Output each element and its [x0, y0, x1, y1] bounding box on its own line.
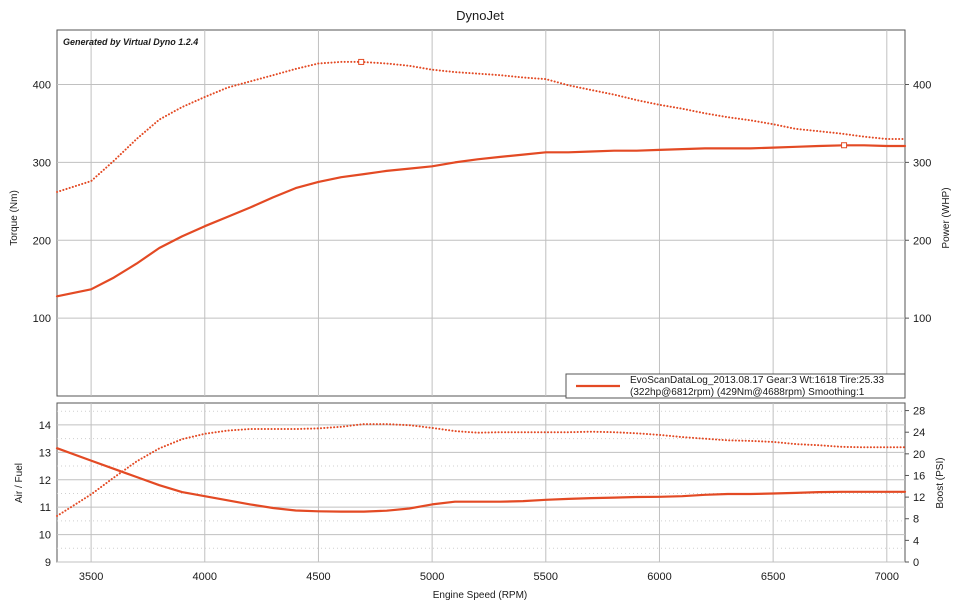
bottom-panel-frame	[56, 402, 906, 563]
right-tick-label: 20	[913, 449, 925, 461]
x-tick-label: 4500	[306, 571, 330, 583]
left-tick-label: 12	[39, 475, 51, 487]
legend-line2: (322hp@6812rpm) (429Nm@4688rpm) Smoothin…	[630, 387, 865, 398]
left-tick-label: 11	[40, 502, 51, 514]
torque-power-panel: 100 200 300 400 100 200 300 400 Generated by V…	[9, 29, 952, 399]
rpm-axis-ticks: 3500 4000 4500 5000 5500 6000 6500 7000	[79, 571, 899, 583]
x-tick-label: 5000	[420, 571, 444, 583]
right-tick-label: 16	[913, 470, 925, 482]
x-tick-label: 7000	[875, 571, 899, 583]
right-tick-label: 28	[913, 406, 925, 418]
torque-power-series	[55, 58, 907, 298]
left-tick-label: 300	[33, 157, 51, 169]
left-tick-label: 13	[39, 447, 51, 459]
right-tick-label: 300	[913, 157, 931, 169]
boost-axis-label: Boost (PSI)	[935, 457, 946, 508]
airfuel-boost-panel: 9 10 11 12 13 14 0 4 8 12 16 20 24 28 Air / Fuel Boo…	[14, 402, 946, 569]
legend-box	[565, 373, 906, 399]
top-panel-frame	[56, 29, 906, 397]
x-tick-label: 6000	[647, 571, 671, 583]
rpm-axis-label: Engine Speed (RPM)	[433, 590, 528, 601]
right-tick-label: 100	[913, 313, 931, 325]
left-tick-label: 14	[39, 420, 51, 432]
watermark-text: Generated by Virtual Dyno 1.2.4	[63, 37, 198, 47]
airfuel-axis-ticks: 9 10 11 12 13 14	[39, 420, 51, 569]
right-tick-label: 200	[913, 235, 931, 247]
x-tick-label: 4000	[193, 571, 217, 583]
power-axis-ticks: 100 200 300 400	[905, 80, 931, 325]
bottom-panel-grid	[57, 403, 905, 563]
top-panel-grid	[57, 30, 905, 396]
legend-line1: EvoScanDataLog_2013.08.17 Gear:3 Wt:1618…	[630, 375, 885, 386]
airfuel-boost-series	[55, 423, 907, 517]
right-tick-label: 4	[913, 535, 919, 547]
right-tick-label: 8	[913, 514, 919, 526]
torque-axis-label: Torque (Nm)	[9, 190, 20, 246]
left-tick-label: 100	[33, 313, 51, 325]
left-tick-label: 10	[39, 530, 51, 542]
legend: EvoScanDataLog_2013.08.17 Gear:3 Wt:1618…	[565, 373, 906, 399]
right-tick-label: 400	[913, 80, 931, 92]
x-tick-label: 3500	[79, 571, 103, 583]
series-line-1-0	[55, 447, 907, 513]
peak-marker	[841, 142, 848, 149]
x-tick-label: 6500	[761, 571, 785, 583]
series-line-0-0	[56, 60, 906, 193]
right-tick-label: 0	[913, 557, 919, 569]
series-line-1-1	[56, 423, 906, 517]
right-tick-label: 24	[913, 427, 925, 439]
left-tick-label: 9	[45, 557, 51, 569]
right-tick-label: 12	[913, 492, 925, 504]
left-tick-label: 400	[33, 80, 51, 92]
left-tick-label: 200	[33, 235, 51, 247]
boost-axis-ticks: 0 4 8 12 16 20 24 28	[905, 406, 925, 569]
torque-axis-ticks: 100 200 300 400	[33, 80, 51, 326]
peak-marker	[358, 58, 365, 65]
airfuel-axis-label: Air / Fuel	[14, 463, 25, 503]
chart-title: DynoJet	[456, 8, 504, 23]
power-axis-label: Power (WHP)	[941, 187, 952, 248]
series-line-0-1	[55, 144, 907, 298]
x-tick-label: 5500	[534, 571, 558, 583]
